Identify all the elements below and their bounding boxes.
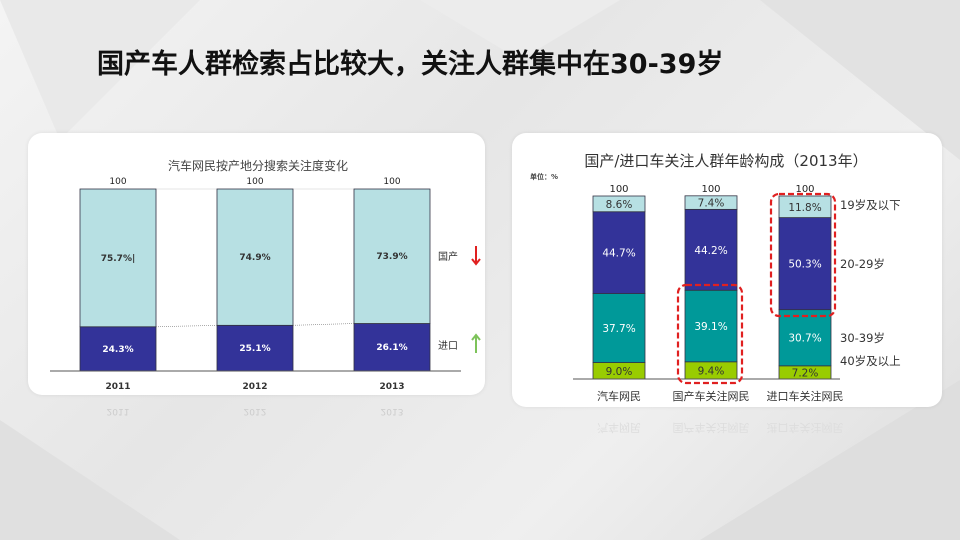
unit-label: 单位：%	[530, 172, 558, 181]
data-label: 39.1%	[694, 321, 727, 333]
total-label: 100	[609, 184, 628, 195]
gap-rect	[292, 188, 355, 372]
data-label: 25.1%	[239, 344, 270, 354]
legend-label: 40岁及以上	[840, 354, 901, 368]
reflection-label: 国产车关注网民	[673, 421, 750, 435]
total-label: 100	[701, 184, 720, 195]
data-label: 44.2%	[694, 245, 727, 257]
slide-title: 国产车人群检索占比较大，关注人群集中在30-39岁	[97, 49, 724, 80]
x-tick-label: 国产车关注网民	[673, 389, 750, 403]
data-label: 37.7%	[602, 323, 635, 335]
highlight-box	[676, 283, 744, 385]
data-label: 9.4%	[698, 365, 725, 377]
data-label: 73.9%	[376, 252, 407, 262]
data-label: 24.3%	[102, 345, 133, 355]
bar-segment	[592, 293, 646, 363]
bar-segment	[684, 289, 738, 363]
data-label: 26.1%	[376, 343, 407, 353]
bar-segment	[216, 324, 294, 372]
arrow-up-icon	[471, 333, 481, 341]
x-tick-label: 汽车网民	[597, 389, 641, 403]
x-tick-label: 2013	[379, 382, 404, 392]
total-label: 100	[795, 184, 814, 195]
data-label: 11.8%	[788, 202, 821, 214]
x-tick-label: 进口车关注网民	[767, 389, 844, 403]
bar-segment	[684, 195, 738, 210]
connector-line	[292, 323, 355, 326]
chart-title: 国产/进口车关注人群年龄构成（2013年）	[584, 152, 867, 170]
bar-segment	[592, 211, 646, 294]
x-tick-label: 2011	[105, 382, 130, 392]
gap-rect	[155, 188, 218, 372]
reflection-label: 2013	[381, 406, 404, 416]
data-label: 75.7%|	[101, 254, 136, 264]
series-label: 国产	[438, 250, 458, 263]
reflection-label: 2012	[244, 406, 267, 416]
total-label: 100	[383, 177, 400, 187]
bar-segment	[778, 195, 832, 218]
legend-label: 30-39岁	[840, 331, 885, 345]
data-label: 30.7%	[788, 333, 821, 345]
bar-segment	[778, 309, 832, 367]
total-label: 100	[246, 177, 263, 187]
bar-segment	[79, 326, 157, 372]
data-label: 44.7%	[602, 248, 635, 260]
bar-segment	[778, 217, 832, 311]
bar-segment	[684, 208, 738, 291]
bar-segment	[216, 188, 294, 326]
bar-segment	[592, 195, 646, 213]
legend-label: 19岁及以下	[840, 198, 901, 212]
bar-segment	[79, 188, 157, 328]
legend-label: 20-29岁	[840, 257, 885, 271]
reflection-label: 2011	[107, 406, 130, 416]
x-tick-label: 2012	[242, 382, 267, 392]
data-label: 8.6%	[606, 199, 633, 211]
data-label: 7.2%	[792, 367, 819, 379]
data-label: 50.3%	[788, 259, 821, 271]
highlight-box	[769, 192, 837, 318]
bar-segment	[353, 188, 431, 324]
total-label: 100	[109, 177, 126, 187]
arrow-down-icon	[471, 258, 481, 266]
series-label: 进口	[438, 340, 458, 352]
data-label: 7.4%	[698, 198, 725, 210]
data-label: 74.9%	[239, 253, 270, 263]
connector-line	[155, 324, 218, 328]
chart-title: 汽车网民按产地分搜索关注度变化	[168, 158, 348, 173]
reflection-label: 进口车关注网民	[767, 421, 844, 435]
reflection-label: 汽车网民	[597, 421, 641, 435]
data-label: 9.0%	[606, 366, 633, 378]
